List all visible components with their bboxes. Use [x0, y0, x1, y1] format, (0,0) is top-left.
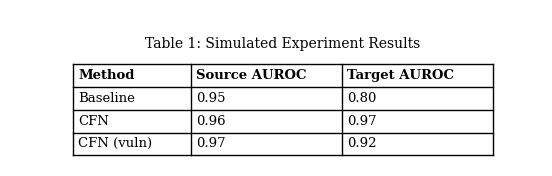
Text: 0.95: 0.95 [196, 92, 225, 105]
Text: CFN (vuln): CFN (vuln) [78, 137, 152, 150]
Text: Table 1: Simulated Experiment Results: Table 1: Simulated Experiment Results [145, 37, 421, 51]
Text: 0.97: 0.97 [196, 137, 225, 150]
Text: 0.97: 0.97 [347, 115, 376, 128]
Text: 0.92: 0.92 [347, 137, 376, 150]
Text: Method: Method [78, 69, 135, 82]
Text: 0.80: 0.80 [347, 92, 376, 105]
Text: Baseline: Baseline [78, 92, 135, 105]
Text: CFN: CFN [78, 115, 109, 128]
Text: Source AUROC: Source AUROC [196, 69, 306, 82]
Text: 0.96: 0.96 [196, 115, 225, 128]
Text: Target AUROC: Target AUROC [347, 69, 454, 82]
